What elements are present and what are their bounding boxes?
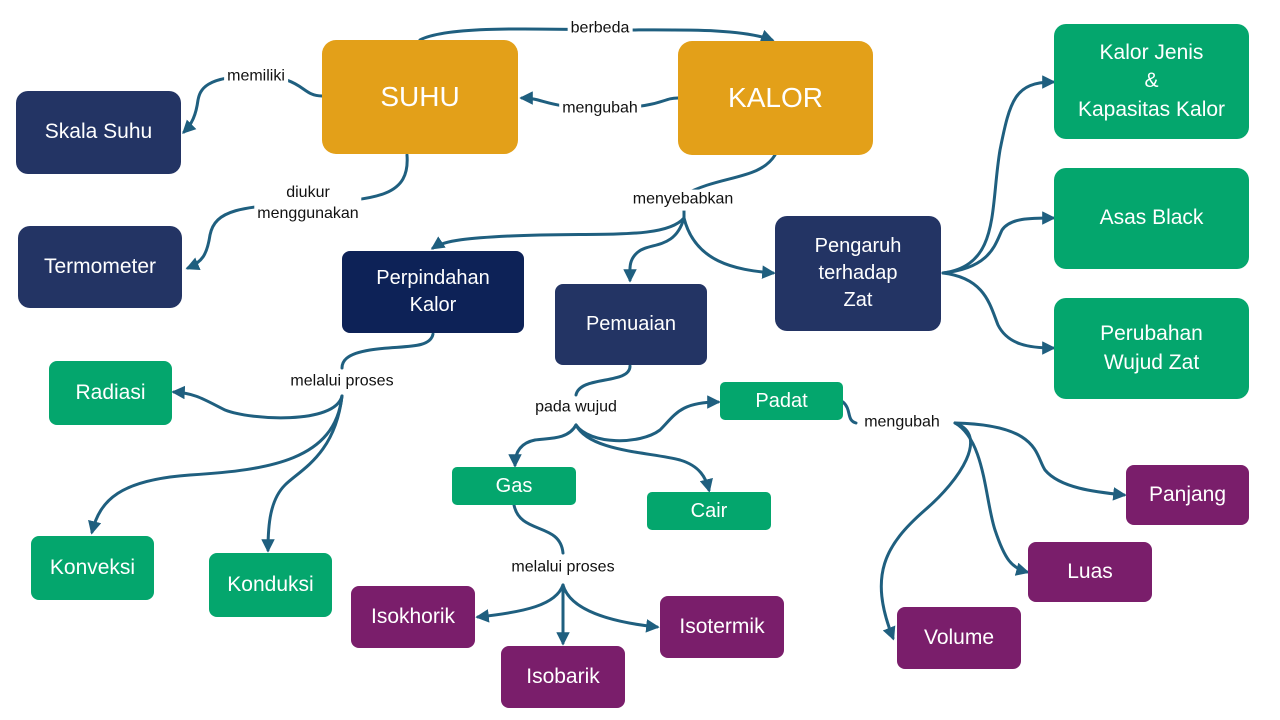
node-isokhorik: Isokhorik (351, 586, 475, 648)
node-isotermik: Isotermik (660, 596, 784, 658)
connector-padat-mengubah (841, 400, 858, 425)
connector-to-konduksi (261, 394, 344, 553)
node-luas: Luas (1028, 542, 1152, 602)
connector-perpindahan-proses (340, 332, 435, 370)
node-radiasi: Radiasi (49, 361, 172, 425)
node-panjang: Panjang (1126, 465, 1249, 525)
label-mengubah-suhu: mengubah (559, 98, 641, 120)
label-mengubah-padat: mengubah (861, 412, 943, 434)
label-melalui-proses-kalor: melalui proses (287, 371, 397, 393)
node-perpindahan-kalor: Perpindahan Kalor (342, 251, 524, 333)
connector-to-perubahan-wujud (941, 271, 1056, 355)
connector-to-asas-black (941, 211, 1056, 275)
node-padat: Padat (720, 382, 843, 420)
node-volume: Volume (897, 607, 1021, 669)
connector-memiliki (182, 74, 324, 134)
connector-to-perpindahan (430, 216, 686, 250)
connector-pemuaian-wujud (574, 364, 632, 397)
connector-to-isotermik (561, 583, 660, 633)
node-asas-black: Asas Black (1054, 168, 1249, 269)
connector-to-panjang (953, 421, 1127, 501)
connector-to-cair (574, 423, 713, 493)
node-termometer: Termometer (18, 226, 182, 308)
node-gas: Gas (452, 467, 576, 505)
node-pengaruh-zat: Pengaruh terhadap Zat (775, 216, 941, 331)
connector-gas-proses (512, 503, 565, 555)
connector-to-gas (508, 423, 578, 468)
node-kalor-jenis: Kalor Jenis & Kapasitas Kalor (1054, 24, 1249, 139)
label-melalui-proses-gas: melalui proses (508, 557, 618, 579)
node-cair: Cair (647, 492, 771, 530)
node-pemuaian: Pemuaian (555, 284, 707, 365)
label-menyebabkan: menyebabkan (629, 189, 737, 211)
connector-to-padat (574, 395, 721, 443)
connector-to-luas (953, 421, 1030, 576)
connector-to-pengaruh (682, 216, 776, 279)
node-perubahan-wujud: Perubahan Wujud Zat (1054, 298, 1249, 399)
node-konduksi: Konduksi (209, 553, 332, 617)
node-skala-suhu: Skala Suhu (16, 91, 181, 174)
connector-to-radiasi (171, 385, 344, 420)
node-kalor: KALOR (678, 41, 873, 155)
connector-to-konveksi (88, 394, 344, 535)
label-memiliki: memiliki (224, 66, 288, 88)
node-isobarik: Isobarik (501, 646, 625, 708)
label-diukur-menggunakan: diukur menggunakan (254, 183, 362, 225)
label-pada-wujud: pada wujud (532, 397, 620, 419)
label-berbeda: berbeda (567, 18, 633, 40)
connector-to-kalor-jenis (941, 75, 1056, 275)
connector-to-pemuaian (623, 216, 686, 283)
connector-to-isokhorik (475, 583, 565, 623)
node-suhu: SUHU (322, 40, 518, 154)
connector-to-volume (879, 421, 973, 641)
node-konveksi: Konveksi (31, 536, 154, 600)
